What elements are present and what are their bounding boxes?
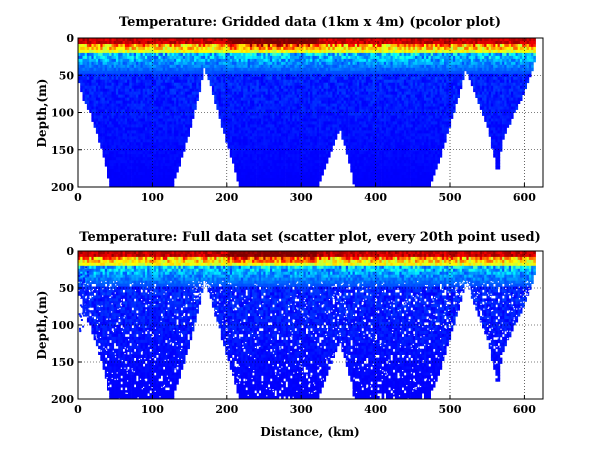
x-tick-label: 600	[513, 403, 536, 416]
x-tick-label: 0	[74, 191, 82, 204]
tick-labels-gridded: 0 100 200 300 400 500 600 0 50 100 150 200	[51, 32, 536, 204]
y-tick-label: 200	[51, 181, 74, 194]
y-tick-label: 100	[51, 319, 74, 332]
x-tick-label: 100	[141, 403, 164, 416]
panel-gridded: Temperature: Gridded data (1km x 4m) (pc…	[35, 15, 544, 204]
x-tick-label: 500	[439, 191, 462, 204]
x-tick-label: 100	[141, 191, 164, 204]
y-tick-label: 150	[51, 356, 74, 369]
y-tick-label: 50	[59, 282, 75, 295]
scatter-field	[78, 251, 536, 399]
y-tick-label: 200	[51, 393, 74, 406]
x-tick-label: 600	[513, 191, 536, 204]
y-tick-label: 0	[66, 32, 74, 45]
heatmap-field-gridded	[78, 38, 536, 187]
gridlines-scatter	[77, 250, 543, 400]
chart-title-gridded: Temperature: Gridded data (1km x 4m) (pc…	[119, 15, 501, 30]
plot-frame-scatter	[77, 250, 544, 400]
panel-scatter: Temperature: Full data set (scatter plot…	[35, 230, 544, 439]
x-tick-label: 200	[215, 191, 238, 204]
x-tick-label: 200	[215, 403, 238, 416]
chart-title-scatter: Temperature: Full data set (scatter plot…	[79, 230, 540, 245]
y-tick-label: 150	[51, 144, 74, 157]
y-tick-label: 100	[51, 107, 74, 120]
x-tick-label: 300	[290, 403, 313, 416]
x-tick-label: 500	[439, 403, 462, 416]
x-tick-label: 400	[364, 191, 387, 204]
tick-labels-scatter: 0 100 200 300 400 500 600 0 50 100 150 200	[51, 245, 536, 416]
x-axis-label-scatter: Distance, (km)	[260, 425, 359, 439]
y-tick-label: 0	[66, 245, 74, 258]
plot-frame-gridded	[77, 37, 544, 188]
y-axis-label-gridded: Depth,(m)	[35, 79, 49, 148]
x-tick-label: 0	[74, 403, 82, 416]
x-tick-label: 400	[364, 403, 387, 416]
x-tick-label: 300	[290, 191, 313, 204]
y-axis-label-scatter: Depth,(m)	[35, 291, 49, 360]
y-tick-label: 50	[59, 69, 75, 82]
gridlines-gridded	[77, 37, 543, 188]
